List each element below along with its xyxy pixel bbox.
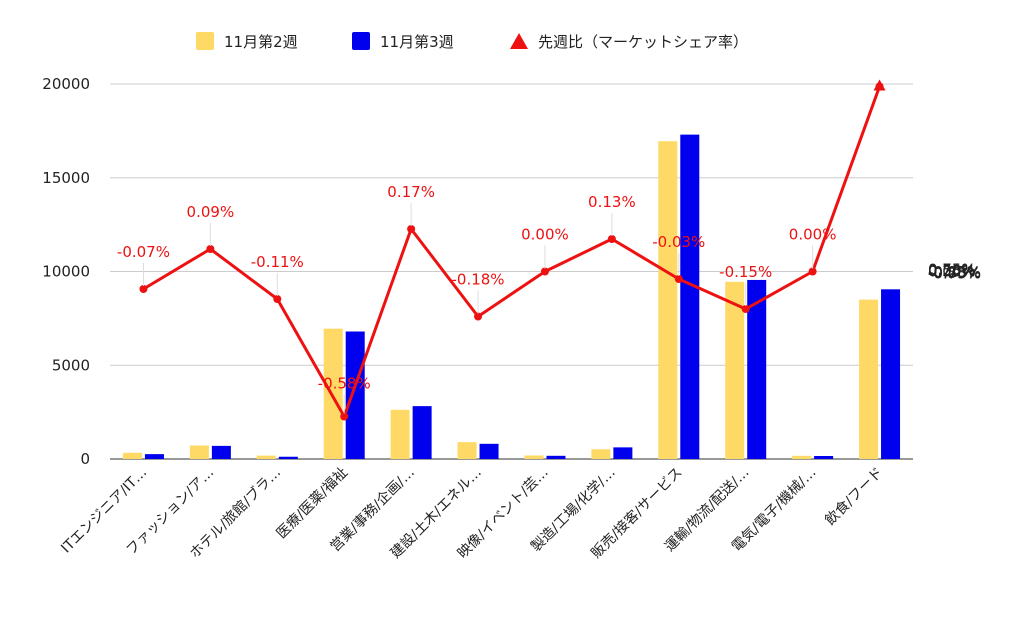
share-rate-data-label: 0.13% [588,193,636,211]
share-rate-point [808,267,817,276]
share-rate-data-label: 0.09% [187,203,235,221]
bar-week2 [189,445,209,459]
bar-week3 [613,447,633,459]
bar-week3 [278,456,298,459]
bar-week2 [256,455,276,459]
share-rate-point [607,235,616,243]
share-rate-data-label: -0.07% [117,243,170,261]
legend-label: 先週比（マーケットシェア率） [538,33,748,51]
share-rate-data-label: -0.03% [652,233,705,251]
bar-week2 [457,442,477,459]
bar-week2 [323,328,343,459]
share-rate-point [206,245,215,253]
share-rate-point [741,305,750,313]
y-left-tick-label: 10000 [42,263,90,281]
share-rate-point [540,267,549,276]
bar-week2 [390,409,410,459]
bar-week3 [479,443,499,459]
y-right-tick-label: 0.75% [928,261,976,279]
bar-week2 [122,452,142,459]
share-rate-line [142,85,881,418]
y-right-tick-label: 0.50% [928,261,976,279]
share-rate-point [273,295,282,303]
share-rate-data-label: 0.00% [521,226,569,244]
share-rate-point [407,225,416,233]
y-right-tick-label: -0.75% [928,264,981,282]
y-left-tick-label: 5000 [52,356,90,374]
bar-week2 [658,141,678,459]
share-rate-data-label: 0.00% [789,226,837,244]
bar-week2 [591,449,611,459]
y-right-tick-label: -0.50% [928,264,981,282]
bar-week3 [546,455,566,459]
bar-week3 [680,134,700,459]
y-right-tick-label: -0.25% [928,263,981,281]
legend-swatch-square [352,32,370,50]
legend-label: 11月第2週 [224,33,298,51]
line-series: -0.07% 0.09% -0.11% -0.58% 0.17% -0.18% 0.00% 0… [117,79,886,421]
legend: 11月第2週 11月第3週 先週比（マーケットシェア率） [196,32,748,51]
x-category-label: 医療/医薬/福祉 [273,464,351,542]
bar-week3 [814,456,834,459]
bar-week2 [524,455,544,459]
y-left-tick-label: 0 [80,450,90,468]
share-rate-data-label: 0.17% [387,183,435,201]
legend-swatch-triangle [510,33,528,49]
share-rate-data-label: -0.15% [719,263,772,281]
share-rate-point [340,412,349,421]
bar-week2 [859,299,879,459]
bar-week2 [725,281,745,459]
share-rate-point [474,312,483,321]
y-right-tick-label: 0.25% [928,262,976,280]
y-left-tick-label: 20000 [42,75,90,93]
bar-week3 [345,331,365,459]
legend-label: 11月第3週 [380,33,454,51]
y-left-tick-label: 15000 [42,169,90,187]
bar-week2 [792,455,812,459]
share-rate-data-label: -0.18% [452,271,505,289]
bar-week3 [412,406,432,459]
share-rate-data-label: -0.58% [318,375,371,393]
bar-week3 [881,289,901,459]
bar-week3 [211,445,231,459]
legend-swatch-square [196,32,214,50]
bar-week3 [144,454,164,459]
axes: 05000100001500020000-0.75%-0.50%-0.25%0.… [42,75,981,562]
gridlines [110,83,913,460]
share-rate-point [674,275,683,283]
share-rate-data-label: -0.11% [251,253,304,271]
y-right-tick-label: 0.00% [928,263,976,281]
share-rate-point [139,285,148,293]
share-rate-end-marker [873,79,886,91]
bar-series [122,134,901,459]
x-category-label: 飲食/フード [822,464,887,529]
bar-week3 [747,279,767,459]
